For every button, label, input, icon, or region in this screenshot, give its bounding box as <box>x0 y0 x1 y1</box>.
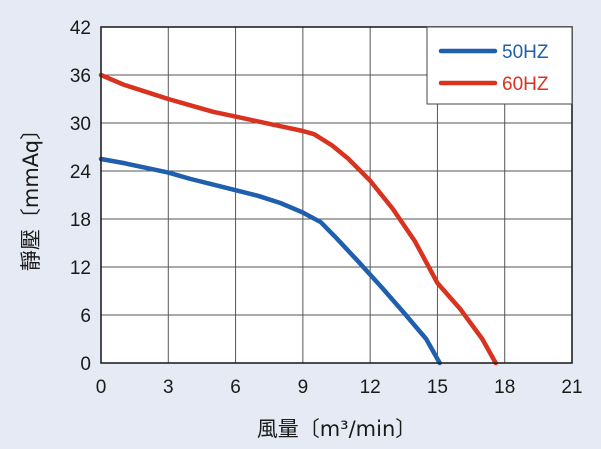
y-tick-label: 30 <box>70 114 91 135</box>
y-axis-title: 靜壓〔mmAq〕 <box>19 119 43 271</box>
x-tick-label: 3 <box>163 377 174 398</box>
x-tick-label: 15 <box>427 377 448 398</box>
y-tick-label: 12 <box>70 258 91 279</box>
x-tick-label: 9 <box>298 377 309 398</box>
series-line-50hz <box>98 156 442 366</box>
x-tick-label: 21 <box>561 377 582 398</box>
legend-box <box>426 26 573 105</box>
legend-label: 60HZ <box>502 74 549 95</box>
y-tick-label: 6 <box>80 306 91 327</box>
y-tick-label: 18 <box>70 210 91 231</box>
x-tick-label: 12 <box>360 377 381 398</box>
y-tick-label: 24 <box>70 162 92 183</box>
series-line-60hz <box>98 72 498 366</box>
y-tick-label: 0 <box>80 354 91 375</box>
plot-frame <box>100 26 573 364</box>
legend-label: 50HZ <box>502 42 549 63</box>
x-axis-title: 風量〔m³/min〕 <box>257 417 417 441</box>
x-tick-label: 0 <box>96 377 107 398</box>
y-tick-label: 36 <box>70 66 91 87</box>
y-tick-label: 42 <box>70 18 91 39</box>
x-tick-label: 6 <box>230 377 241 398</box>
x-tick-label: 18 <box>494 377 515 398</box>
series-layer <box>98 72 498 366</box>
legend: 50HZ 60HZ <box>426 26 573 105</box>
